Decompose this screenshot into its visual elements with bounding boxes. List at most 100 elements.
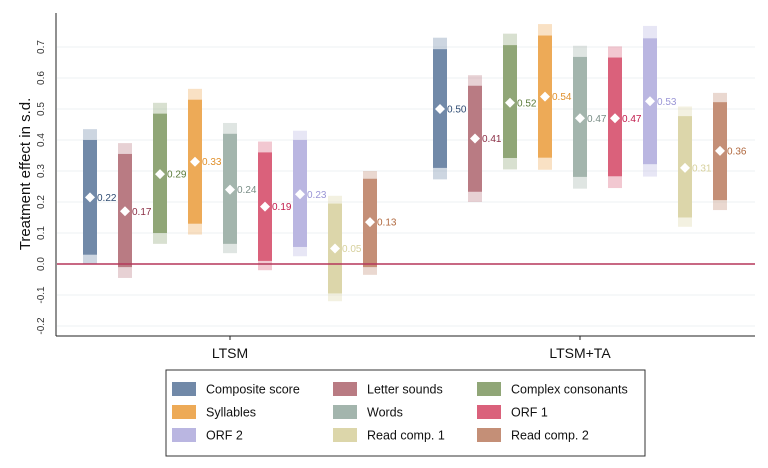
- data-label: 0.19: [272, 202, 292, 213]
- bar-group: 0.17: [118, 143, 152, 278]
- data-label: 0.54: [552, 92, 572, 103]
- data-label: 0.23: [307, 190, 327, 201]
- legend-swatch: [172, 405, 196, 419]
- y-tick-label: 0.5: [36, 102, 47, 116]
- x-tick-label: LTSM+TA: [549, 345, 611, 361]
- bar-group: 0.52: [503, 33, 537, 170]
- legend-label: Read comp. 2: [511, 429, 589, 443]
- y-tick-label: 0.6: [36, 71, 47, 85]
- y-tick-label: 0.0: [36, 257, 47, 271]
- point-estimate-diamond: [260, 201, 270, 212]
- legend-item: Composite score: [172, 382, 300, 397]
- point-estimate-diamond: [715, 145, 725, 156]
- bar-group: 0.33: [188, 88, 222, 235]
- bar-group: 0.24: [223, 122, 257, 254]
- bar-group: 0.53: [643, 25, 677, 177]
- legend-label: Complex consonants: [511, 383, 628, 397]
- bar-group: 0.54: [538, 24, 572, 170]
- point-estimate-diamond: [155, 169, 165, 180]
- y-tick-label: -0.2: [36, 317, 47, 335]
- y-axis-ticks: -0.2 -0.1 0.0 0.1 0.2 0.3 0.4 0.5 0.6 0.7: [36, 40, 47, 335]
- data-label: 0.52: [517, 98, 537, 109]
- point-estimate-diamond: [610, 113, 620, 124]
- bar-group: 0.19: [258, 141, 292, 271]
- point-estimate-diamond: [120, 206, 130, 217]
- data-label: 0.31: [692, 163, 712, 174]
- data-label: 0.36: [727, 146, 747, 157]
- bar-group: 0.13: [363, 171, 397, 275]
- bars: 0.22 0.50 0.17 0.41 0.29 0.52 0.33 0.54 0.24 0.47…: [83, 24, 747, 302]
- legend-label: Composite score: [206, 383, 300, 397]
- legend-item: Words: [333, 405, 403, 420]
- y-tick-label: 0.4: [36, 133, 47, 147]
- legend-item: Syllables: [172, 405, 256, 420]
- bar-group: 0.36: [713, 92, 747, 211]
- legend-item: Read comp. 1: [333, 428, 445, 443]
- legend-label: Read comp. 1: [367, 429, 445, 443]
- point-estimate-diamond: [575, 113, 585, 124]
- point-estimate-diamond: [330, 243, 340, 254]
- point-estimate-diamond: [645, 96, 655, 107]
- legend-swatch: [333, 428, 357, 442]
- legend: Composite score Letter sounds Complex cons…: [165, 369, 646, 457]
- point-estimate-diamond: [435, 104, 445, 114]
- point-estimate-diamond: [225, 184, 235, 195]
- legend-label: Words: [367, 406, 403, 420]
- legend-item: Complex consonants: [477, 382, 628, 397]
- y-tick-label: 0.3: [36, 164, 47, 178]
- data-label: 0.47: [587, 114, 607, 125]
- bar-group: 0.50: [433, 37, 467, 180]
- y-axis-label: Treatment effect in s.d.: [17, 98, 34, 251]
- legend-label: ORF 2: [206, 429, 243, 443]
- legend-swatch: [172, 428, 196, 442]
- legend-swatch: [477, 428, 501, 442]
- bar-group: 0.23: [293, 130, 327, 257]
- data-label: 0.53: [657, 97, 677, 108]
- bar-group: 0.05: [328, 195, 362, 302]
- data-label: 0.24: [237, 185, 257, 196]
- point-estimate-diamond: [85, 192, 95, 203]
- legend-label: Syllables: [206, 406, 256, 420]
- data-label: 0.29: [167, 170, 187, 181]
- data-label: 0.17: [132, 207, 152, 218]
- bar-group: 0.29: [153, 102, 187, 244]
- legend-label: Letter sounds: [367, 383, 443, 397]
- bar-group: 0.41: [468, 75, 502, 202]
- legend-box: [165, 369, 646, 457]
- legend-item: ORF 2: [172, 428, 243, 443]
- y-tick-label: -0.1: [36, 286, 47, 304]
- data-label: 0.41: [482, 134, 502, 145]
- point-estimate-diamond: [680, 162, 690, 173]
- bar-group: 0.47: [608, 46, 642, 189]
- point-estimate-diamond: [540, 91, 550, 102]
- legend-label: ORF 1: [511, 406, 548, 420]
- point-estimate-diamond: [505, 97, 515, 108]
- data-label: 0.47: [622, 114, 642, 125]
- legend-swatch: [333, 405, 357, 419]
- bar-group: 0.47: [573, 45, 607, 189]
- data-label: 0.05: [342, 244, 362, 255]
- legend-item: ORF 1: [477, 405, 548, 420]
- bar-group: 0.22: [83, 129, 117, 264]
- point-estimate-diamond: [295, 189, 305, 200]
- data-label: 0.33: [202, 157, 222, 168]
- x-axis-ticks: LTSM LTSM+TA: [212, 336, 611, 361]
- legend-swatch: [477, 405, 501, 419]
- data-label: 0.22: [97, 193, 117, 204]
- legend-swatch: [172, 382, 196, 396]
- x-tick-label: LTSM: [212, 345, 248, 361]
- legend-swatch: [477, 382, 501, 396]
- legend-swatch: [333, 382, 357, 396]
- y-tick-label: 0.2: [36, 195, 47, 209]
- data-label: 0.50: [447, 105, 467, 116]
- legend-item: Read comp. 2: [477, 428, 589, 443]
- data-label: 0.13: [377, 218, 397, 229]
- bar-group: 0.31: [678, 106, 712, 227]
- y-tick-label: 0.7: [36, 40, 47, 54]
- y-tick-label: 0.1: [36, 226, 47, 240]
- legend-item: Letter sounds: [333, 382, 443, 397]
- point-estimate-diamond: [190, 156, 200, 167]
- point-estimate-diamond: [470, 133, 480, 144]
- point-estimate-diamond: [365, 217, 375, 228]
